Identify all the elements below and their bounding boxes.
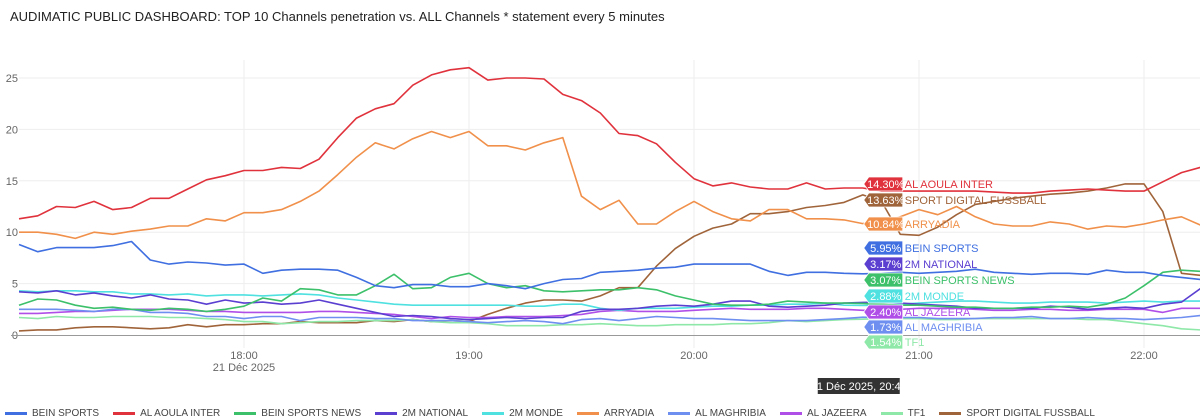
x-tick-label: 19:00	[455, 350, 483, 362]
series-line-tf1	[18, 315, 1200, 331]
hover-value-box	[863, 334, 904, 350]
hover-label: 3.17% 2M NATIONAL	[863, 256, 978, 272]
hover-series-name: AL JAZEERA	[905, 307, 971, 319]
hover-series-name: SPORT DIGITAL FUSSBALL	[905, 195, 1046, 207]
hover-series-name: BEIN SPORTS NEWS	[905, 275, 1015, 287]
hover-label: 1.54% TF1	[863, 334, 925, 350]
hover-value-box	[863, 288, 904, 304]
hover-series-name: 2M NATIONAL	[905, 259, 978, 271]
legend-label: ARRYADIA	[603, 408, 655, 419]
series-line-al-jazeera	[19, 307, 1200, 320]
y-tick-label: 5	[12, 279, 18, 291]
series-line-al-aoula-inter	[18, 66, 1200, 220]
legend-label: AL AOULA INTER	[140, 408, 221, 419]
hover-series-name: AL AOULA INTER	[905, 179, 993, 191]
hover-label: 13.63% SPORT DIGITAL FUSSBALL	[863, 192, 1046, 208]
legend-label: TF1	[907, 408, 926, 419]
legend-label: SPORT DIGITAL FUSSBALL	[966, 408, 1095, 419]
legend-swatch	[779, 412, 802, 415]
hover-value: 10.84%	[867, 219, 905, 231]
legend-item[interactable]: 2M MONDE	[482, 408, 563, 419]
hover-label: 3.07% BEIN SPORTS NEWS	[863, 272, 1015, 288]
legend-swatch	[939, 412, 962, 415]
hover-value: 14.30%	[867, 179, 905, 191]
y-tick-label: 15	[6, 176, 18, 188]
hover-value: 3.17%	[870, 259, 901, 271]
hover-label: 2.88% 2M MONDE	[863, 288, 964, 304]
x-tick-label: 18:00	[230, 350, 258, 362]
legend-swatch	[668, 412, 691, 415]
hover-value: 2.40%	[870, 307, 901, 319]
hover-value: 2.88%	[870, 291, 901, 303]
legend-label: 2M NATIONAL	[402, 408, 469, 419]
hover-value-box	[863, 319, 904, 335]
hover-value-box	[863, 304, 904, 320]
legend-item[interactable]: AL AOULA INTER	[113, 408, 220, 419]
series-line-sport-digital-fussball	[18, 183, 1200, 332]
hover-value: 1.54%	[870, 337, 901, 349]
x-date-label: 21 Déc 2025	[213, 362, 275, 374]
legend-item[interactable]: 2M NATIONAL	[375, 408, 468, 419]
x-tick-label: 22:00	[1130, 350, 1158, 362]
legend-item[interactable]: BEIN SPORTS NEWS	[234, 408, 361, 419]
legend-swatch	[482, 412, 505, 415]
hover-series-name: ARRYADIA	[905, 219, 961, 231]
hover-value: 13.63%	[867, 195, 905, 207]
hover-value-box	[863, 272, 904, 288]
hover-value: 1.73%	[870, 322, 901, 334]
x-tick-label: 20:00	[680, 350, 708, 362]
hover-value: 3.07%	[870, 275, 901, 287]
legend-swatch	[5, 412, 27, 415]
hover-label: 2.40% AL JAZEERA	[863, 304, 971, 320]
hover-value-box	[863, 240, 904, 256]
hover-value-box	[863, 256, 904, 272]
legend-item[interactable]: BEIN SPORTS	[5, 408, 99, 419]
hover-value-box	[863, 216, 904, 232]
legend-item[interactable]: ARRYADIA	[576, 408, 655, 419]
hover-time-box	[817, 378, 900, 394]
y-tick-label: 20	[6, 124, 18, 136]
series-line-bein-sports	[18, 240, 1200, 290]
y-tick-label: 10	[6, 227, 18, 239]
y-tick-label: 25	[6, 73, 18, 85]
series-line-arryadia	[19, 130, 1200, 240]
series-line-al-maghribia	[19, 308, 1200, 325]
legend: BEIN SPORTS AL AOULA INTER BEIN SPORTS NEW…	[5, 408, 1095, 419]
legend-item[interactable]: TF1	[880, 408, 926, 419]
legend-label: AL JAZEERA	[806, 408, 867, 419]
series-line-bein-sports-news	[18, 269, 1200, 313]
legend-item[interactable]: AL JAZEERA	[779, 408, 867, 419]
x-tick-label: 21:00	[905, 350, 933, 362]
legend-swatch	[375, 412, 398, 415]
hover-time-label: 21 Déc 2025, 20:45	[811, 381, 907, 393]
hover-label: 14.30% AL AOULA INTER	[863, 176, 993, 192]
hover-value-box	[863, 176, 904, 192]
legend-swatch	[880, 412, 903, 415]
hover-value: 5.95%	[870, 243, 901, 255]
legend-label: BEIN SPORTS	[32, 408, 100, 419]
hover-label: 5.95% BEIN SPORTS	[863, 240, 979, 256]
legend-swatch	[113, 412, 136, 415]
legend-label: AL MAGHRIBIA	[695, 408, 766, 419]
hover-series-name: BEIN SPORTS	[905, 243, 979, 255]
legend-label: 2M MONDE	[509, 408, 563, 419]
legend-item[interactable]: AL MAGHRIBIA	[668, 408, 766, 419]
legend-swatch	[234, 412, 257, 415]
hover-series-name: TF1	[905, 337, 925, 349]
hover-value-box	[863, 192, 904, 208]
hover-series-name: AL MAGHRIBIA	[905, 322, 983, 334]
legend-item[interactable]: SPORT DIGITAL FUSSBALL	[939, 408, 1095, 419]
hover-label: 10.84% ARRYADIA	[863, 216, 961, 232]
legend-label: BEIN SPORTS NEWS	[261, 408, 362, 419]
hover-series-name: 2M MONDE	[905, 291, 964, 303]
legend-swatch	[576, 412, 599, 415]
hover-label: 1.73% AL MAGHRIBIA	[863, 319, 983, 335]
chart-title: AUDIMATIC PUBLIC DASHBOARD: TOP 10 Chann…	[10, 9, 665, 24]
